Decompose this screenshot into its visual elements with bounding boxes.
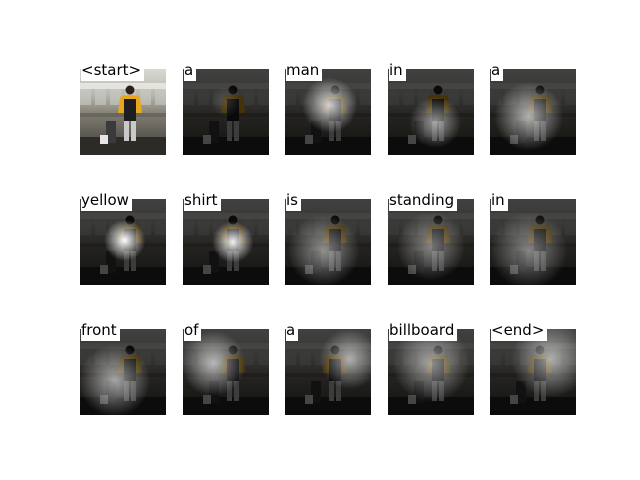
token-label: <start> [81,59,145,81]
attention-panel: a [490,59,576,155]
token-label: yellow [81,189,132,211]
attention-panel: a [285,319,371,415]
attention-panel: of [183,319,269,415]
attention-panel: <end> [490,319,576,415]
attention-panel: billboard [388,319,474,415]
attention-map [285,329,371,415]
attention-panel: yellow [80,189,166,285]
token-label: <end> [491,319,548,341]
attention-map [490,199,576,285]
attention-panel: front [80,319,166,415]
attention-map [285,69,371,155]
attention-map [490,69,576,155]
attention-panel: in [490,189,576,285]
token-label: is [286,189,301,211]
attention-panel: shirt [183,189,269,285]
attention-map [183,69,269,155]
token-label: a [184,59,197,81]
token-label: in [389,59,406,81]
attention-panel: standing [388,189,474,285]
token-label: man [286,59,323,81]
attention-panel: man [285,59,371,155]
token-label: front [81,319,120,341]
attention-map [490,329,576,415]
attention-map [388,329,474,415]
token-label: a [491,59,504,81]
attention-map [80,329,166,415]
attention-panel: in [388,59,474,155]
attention-panel: <start> [80,59,166,155]
attention-map [285,199,371,285]
attention-map [183,199,269,285]
token-label: standing [389,189,458,211]
token-label: in [491,189,508,211]
attention-map [388,199,474,285]
attention-map [183,329,269,415]
attention-panel: is [285,189,371,285]
attention-map [80,199,166,285]
token-label: shirt [184,189,221,211]
token-label: billboard [389,319,458,341]
token-label: of [184,319,202,341]
token-label: a [286,319,299,341]
attention-panel: a [183,59,269,155]
attention-map [80,69,166,155]
attention-map [388,69,474,155]
